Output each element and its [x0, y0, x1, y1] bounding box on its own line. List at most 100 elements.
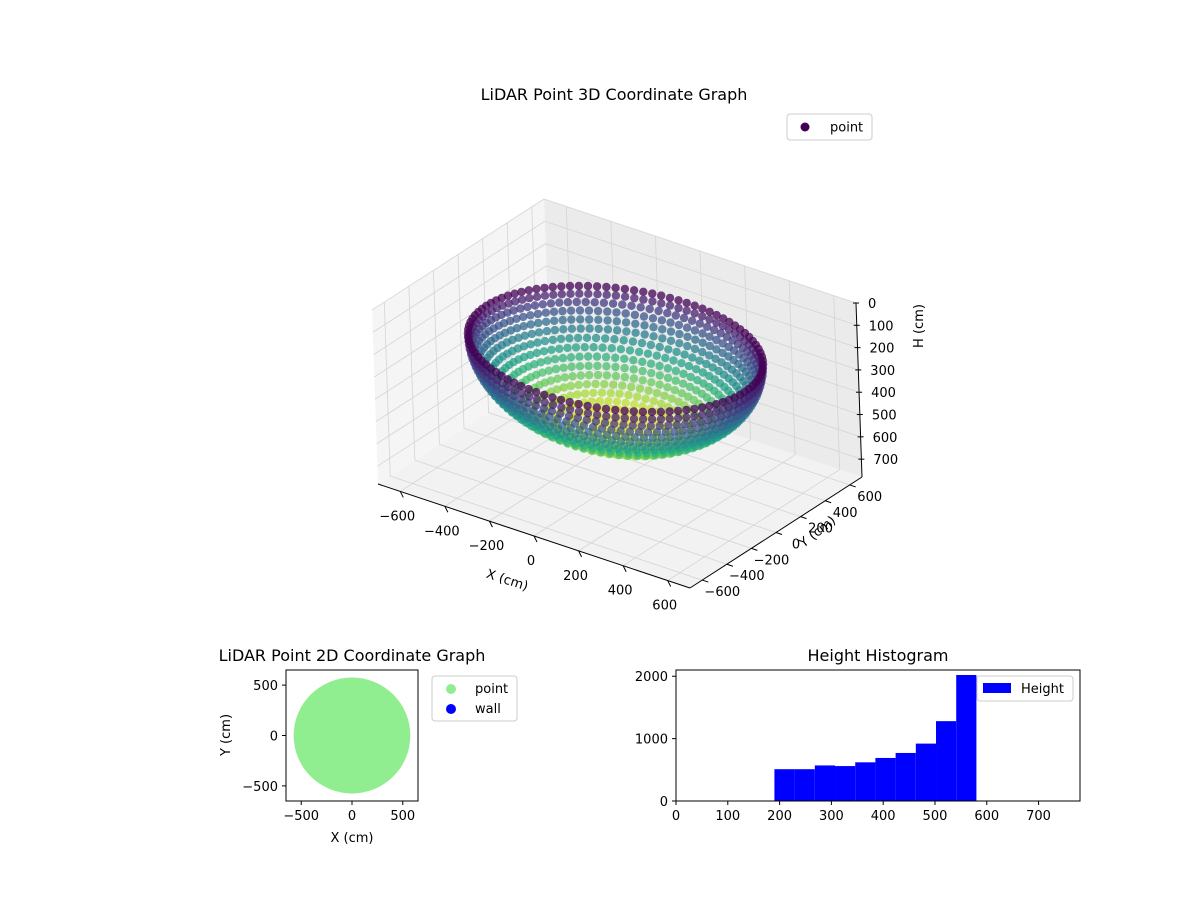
data-point: [622, 327, 631, 336]
data-point: [571, 343, 581, 352]
data-point: [603, 316, 612, 325]
data-point: [620, 413, 629, 423]
data-point: [682, 323, 692, 332]
data-point: [718, 322, 728, 331]
data-point: [558, 353, 568, 363]
data-point: [655, 342, 664, 352]
histogram-bar: [855, 762, 876, 801]
data-point: [595, 396, 604, 406]
data-point: [603, 325, 613, 334]
data-point: [698, 338, 707, 347]
data-point: [556, 334, 566, 344]
data-point: [592, 410, 602, 420]
data-point: [620, 354, 629, 363]
x-tick-label: 500: [923, 809, 948, 824]
data-point: [638, 407, 648, 416]
data-point: [672, 420, 682, 430]
y-tick: [800, 516, 807, 520]
data-point: [693, 376, 702, 385]
data-point: [516, 304, 525, 313]
data-point: [672, 347, 681, 357]
data-point: [599, 298, 609, 307]
legend-marker-wall: [446, 704, 456, 714]
x-tick-label: 0: [672, 809, 680, 824]
y-tick: [702, 579, 709, 583]
data-point: [658, 334, 667, 343]
grid-line: [390, 475, 703, 581]
data-point: [540, 398, 549, 407]
data-point: [671, 366, 681, 376]
grid-line: [433, 270, 440, 445]
data-point: [525, 392, 534, 401]
data-point: [652, 351, 661, 360]
data-point: [683, 332, 692, 341]
data-point: [665, 407, 674, 416]
data-point: [541, 308, 550, 317]
data-point: [584, 352, 593, 361]
y-tick-label: 600: [857, 490, 882, 505]
data-point: [667, 394, 676, 403]
data-point: [510, 392, 519, 401]
y-tick: [751, 547, 758, 551]
data-point: [629, 407, 638, 416]
data-point: [675, 329, 684, 339]
data-point: [510, 289, 519, 298]
data-point: [646, 340, 656, 350]
x-tick: [578, 550, 583, 558]
data-point: [712, 407, 721, 416]
data-point: [612, 397, 622, 406]
x-tick-label: 500: [390, 809, 415, 824]
x-tick-label: 300: [819, 809, 844, 824]
data-point: [657, 399, 666, 409]
data-point: [645, 304, 654, 314]
data-point: [643, 349, 653, 358]
data-point: [657, 316, 667, 325]
data-point: [690, 326, 700, 335]
data-point: [705, 332, 714, 341]
data-point: [640, 321, 649, 330]
data-point: [665, 293, 675, 303]
data-point: [602, 371, 612, 380]
data-point: [661, 427, 670, 437]
data-point: [630, 310, 640, 320]
data-point: [663, 364, 673, 373]
chart-2d-x-axis-label: X (cm): [331, 831, 374, 846]
data-point: [618, 300, 627, 309]
data-point: [671, 311, 680, 320]
data-point: [658, 325, 667, 334]
data-point: [634, 347, 644, 357]
data-point: [603, 307, 612, 316]
z-tick-label: 100: [869, 319, 894, 334]
grid-line: [408, 286, 416, 461]
data-point: [601, 404, 611, 413]
data-point: [602, 282, 611, 292]
legend-marker-point: [446, 684, 456, 694]
data-point: [705, 307, 714, 316]
data-point: [643, 428, 653, 437]
data-point: [611, 291, 621, 300]
data-point: [674, 303, 683, 313]
data-point: [640, 330, 649, 339]
data-point: [609, 380, 618, 389]
data-point: [572, 297, 581, 307]
x-tick-label: 600: [652, 599, 677, 614]
data-point: [637, 338, 647, 348]
chart-3d: LiDAR Point 3D Coordinate Graph −600−400…: [371, 85, 927, 614]
data-point: [517, 381, 526, 391]
data-point: [654, 306, 663, 316]
data-point: [665, 414, 674, 423]
chart-2d-y-axis-label: Y (cm): [219, 714, 234, 757]
data-point: [530, 301, 540, 310]
data-point: [600, 418, 610, 427]
data-point: [543, 356, 552, 365]
data-point: [576, 315, 585, 324]
data-point: [580, 343, 589, 352]
data-point: [637, 421, 646, 431]
data-point: [540, 291, 550, 300]
data-point: [559, 325, 568, 334]
data-point: [583, 409, 593, 418]
data-point: [566, 381, 576, 391]
data-point: [549, 307, 559, 316]
data-point: [548, 335, 558, 345]
data-point: [547, 407, 557, 416]
